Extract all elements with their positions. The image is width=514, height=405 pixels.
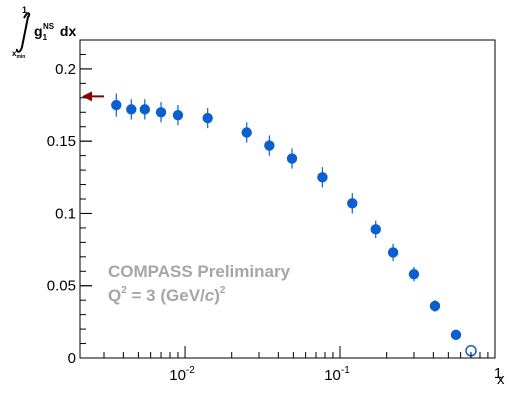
data-point bbox=[317, 172, 328, 183]
data-point bbox=[111, 99, 122, 111]
y-title-integral-upper: 1 bbox=[22, 5, 27, 15]
integral-sign-icon bbox=[15, 12, 31, 53]
reference-arrow bbox=[82, 91, 104, 102]
x-tick-label-base: 10 bbox=[324, 367, 341, 384]
data-point bbox=[126, 104, 137, 115]
x-tick-label-base: 10 bbox=[169, 367, 186, 384]
y-title-integrand: g1 NS dx bbox=[34, 22, 76, 42]
y-tick-label: 0.1 bbox=[55, 205, 76, 222]
annotation-q: Q bbox=[108, 286, 121, 305]
data-point bbox=[408, 268, 420, 280]
data-point bbox=[202, 112, 213, 124]
y-title-integral-lower-sub: min bbox=[16, 54, 25, 60]
y-axis-title: 1 xmin g1 NS dx bbox=[12, 5, 76, 60]
data-point bbox=[429, 300, 441, 312]
x-tick-label: 10-2 bbox=[169, 365, 195, 384]
y-title-dx: dx bbox=[56, 23, 76, 39]
y-title-integrand-sub: 1 bbox=[43, 33, 48, 42]
series-0 bbox=[111, 93, 462, 341]
reference-arrow-head bbox=[82, 91, 92, 102]
data-point bbox=[450, 329, 462, 341]
data-point bbox=[155, 107, 167, 118]
annotation-q-sup: 2 bbox=[121, 285, 127, 296]
data-point bbox=[347, 198, 358, 209]
x-tick-label-exp: -2 bbox=[186, 365, 195, 376]
data-point bbox=[387, 247, 399, 258]
x-tick-label: 1 bbox=[494, 365, 502, 382]
data-layer bbox=[111, 93, 477, 357]
annotation-close: ) bbox=[214, 286, 220, 305]
axes: 00.050.10.150.210-2 10-1 1 bbox=[47, 53, 502, 384]
data-point bbox=[370, 224, 381, 235]
y-tick-label: 0.15 bbox=[47, 133, 76, 150]
data-point bbox=[139, 104, 151, 115]
y-tick-label: 0.2 bbox=[55, 61, 76, 78]
annotation: COMPASS Preliminary Q2 = 3 (GeV/c)2 bbox=[108, 262, 291, 305]
y-title-integral-lower-base: x bbox=[12, 49, 17, 58]
y-title-integral-lower: xmin bbox=[12, 49, 25, 60]
annotation-line1: COMPASS Preliminary bbox=[108, 262, 291, 281]
y-title-integrand-base: g bbox=[34, 23, 43, 39]
y-tick-label: 0.05 bbox=[47, 278, 76, 295]
annotation-c: c bbox=[205, 286, 215, 305]
x-axis-title: x bbox=[497, 371, 505, 388]
annotation-line2: Q2 = 3 (GeV/c)2 bbox=[108, 285, 226, 305]
data-point bbox=[241, 127, 252, 138]
annotation-sup2: 2 bbox=[220, 285, 226, 296]
data-point bbox=[172, 109, 184, 121]
x-tick-label: 10-1 bbox=[324, 365, 350, 384]
data-point bbox=[264, 140, 275, 151]
y-tick-label: 0 bbox=[68, 350, 76, 367]
y-title-integrand-sup: NS bbox=[43, 22, 55, 31]
annotation-eq: = 3 (GeV/ bbox=[127, 286, 205, 305]
x-tick-label-exp: -1 bbox=[341, 365, 350, 376]
data-point bbox=[286, 153, 298, 164]
